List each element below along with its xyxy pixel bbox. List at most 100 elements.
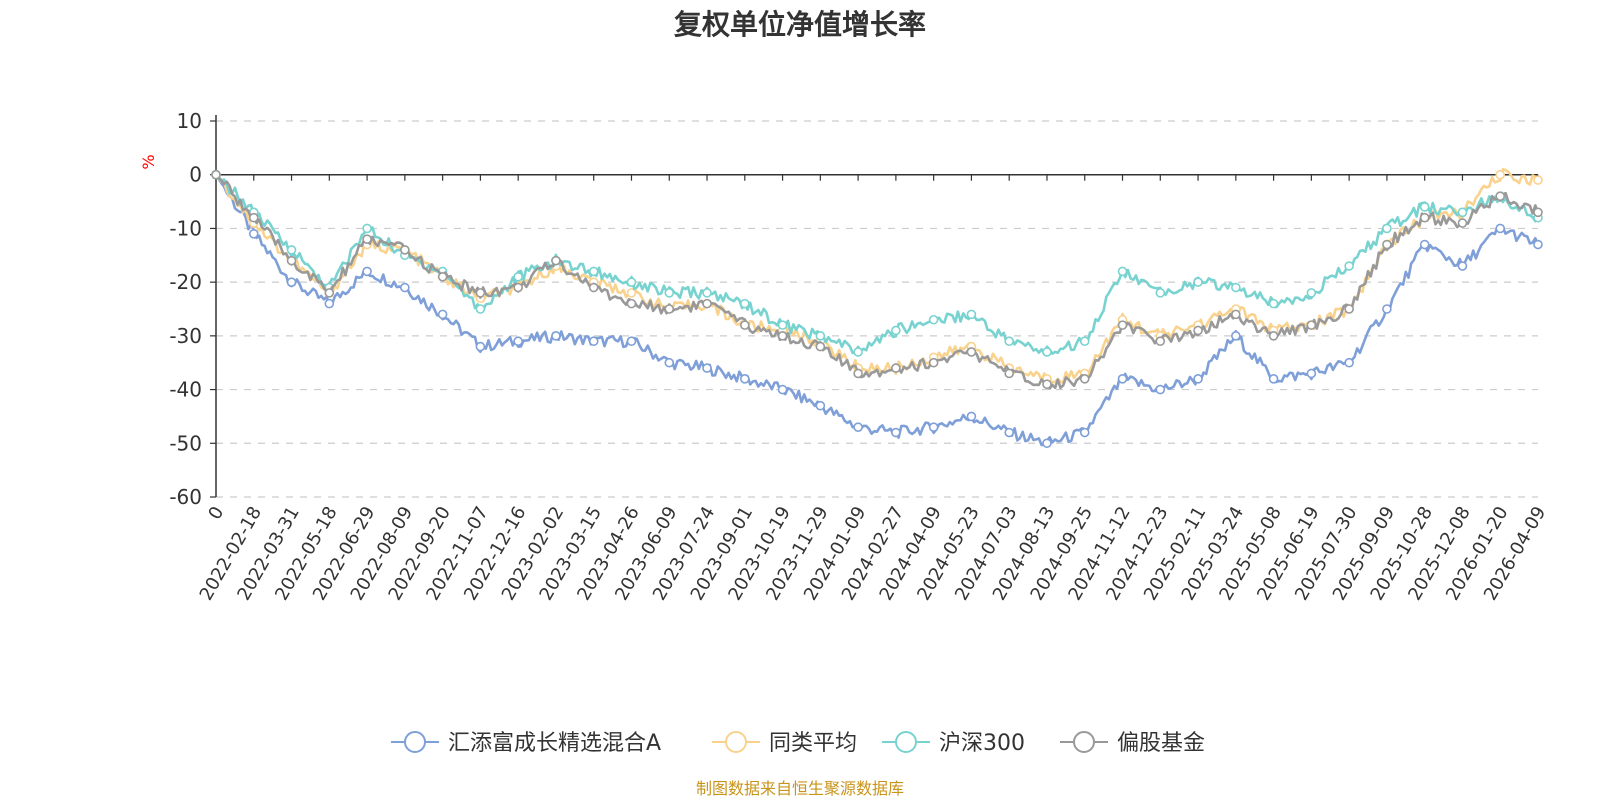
data-point xyxy=(588,336,599,347)
data-point xyxy=(513,336,523,347)
data-point xyxy=(1079,336,1090,347)
data-point xyxy=(1495,223,1506,234)
data-point xyxy=(1117,266,1128,277)
data-point xyxy=(362,266,372,277)
grid-layer xyxy=(216,120,1538,498)
data-point xyxy=(1268,331,1279,341)
series-line xyxy=(215,173,1540,390)
y-tick-label: -20 xyxy=(169,270,202,294)
data-point xyxy=(286,255,297,266)
legend-marker xyxy=(404,731,426,753)
data-point xyxy=(475,341,486,352)
data-point xyxy=(777,320,788,330)
data-point xyxy=(1419,239,1430,250)
series-1 xyxy=(211,168,1543,385)
data-point xyxy=(1193,374,1203,384)
legend-label: 汇添富成长精选混合A xyxy=(448,731,661,756)
legend-item[interactable]: 同类平均 xyxy=(712,731,857,756)
data-point xyxy=(1533,239,1543,250)
data-point xyxy=(400,282,410,293)
series-0 xyxy=(211,169,1543,449)
legend-item[interactable]: 沪深300 xyxy=(882,731,1025,756)
data-point xyxy=(1306,288,1317,298)
data-point xyxy=(777,384,788,395)
data-point xyxy=(664,288,675,298)
data-point xyxy=(966,309,977,320)
data-point xyxy=(702,288,712,298)
data-point xyxy=(928,314,939,325)
data-point xyxy=(513,282,523,293)
data-point xyxy=(1079,427,1090,438)
data-point xyxy=(626,288,637,298)
data-point xyxy=(362,223,372,234)
data-point xyxy=(551,255,561,266)
y-tick-label: -40 xyxy=(169,378,202,402)
series-line xyxy=(214,168,1540,385)
data-point xyxy=(248,212,259,223)
data-point xyxy=(1268,374,1279,384)
data-point xyxy=(853,347,863,357)
legend-item[interactable]: 汇添富成长精选混合A xyxy=(391,731,661,756)
data-point xyxy=(853,368,863,379)
data-point xyxy=(1457,218,1468,228)
legend-marker xyxy=(895,731,917,753)
y-tick-label: 0 xyxy=(189,163,202,187)
data-point xyxy=(248,229,259,239)
data-point xyxy=(702,298,712,309)
data-point xyxy=(815,331,826,341)
data-point xyxy=(1231,282,1241,293)
data-point xyxy=(891,427,901,438)
data-point xyxy=(1306,368,1317,379)
data-point xyxy=(966,347,977,357)
legend-item[interactable]: 偏股基金 xyxy=(1060,731,1205,756)
data-point xyxy=(324,288,335,298)
data-point xyxy=(1042,379,1052,390)
legend: 汇添富成长精选混合A 同类平均 沪深300 偏股基金 xyxy=(391,731,1205,756)
data-point xyxy=(1419,202,1430,212)
data-point xyxy=(437,271,448,282)
data-point xyxy=(1231,331,1241,341)
data-point xyxy=(588,282,599,293)
data-point xyxy=(286,277,297,287)
data-point xyxy=(626,277,637,287)
data-point xyxy=(551,331,561,341)
data-point xyxy=(1344,261,1354,271)
y-tick-label: -10 xyxy=(169,216,202,240)
data-point xyxy=(1193,277,1203,287)
data-point xyxy=(1004,368,1015,379)
data-point xyxy=(437,309,448,320)
data-point xyxy=(1457,207,1468,218)
data-point xyxy=(1155,288,1166,298)
data-point xyxy=(1495,169,1506,180)
y-tick-label: 10 xyxy=(177,109,202,133)
data-point xyxy=(1004,336,1015,347)
data-point xyxy=(702,363,712,373)
data-point xyxy=(928,357,939,368)
data-point xyxy=(1155,336,1166,347)
legend-label: 偏股基金 xyxy=(1117,731,1205,756)
data-point xyxy=(1382,304,1392,314)
data-point xyxy=(362,234,372,244)
y-tick-label: -60 xyxy=(169,485,202,509)
data-point xyxy=(1495,191,1506,201)
data-point xyxy=(1344,304,1354,314)
series-3 xyxy=(211,169,1543,390)
data-point xyxy=(626,298,637,309)
data-point xyxy=(777,331,788,341)
data-point xyxy=(1193,325,1203,336)
data-point xyxy=(1117,374,1128,384)
data-point xyxy=(928,422,939,432)
data-point xyxy=(513,271,523,282)
data-point xyxy=(588,266,599,277)
data-point xyxy=(626,336,637,347)
data-point xyxy=(739,320,750,330)
legend-marker xyxy=(725,731,747,753)
data-point xyxy=(664,304,675,314)
source-caption: 制图数据来自恒生聚源数据库 xyxy=(696,779,904,798)
data-point xyxy=(1117,320,1128,330)
series-layer xyxy=(211,168,1543,449)
axis-layer: 100-10-20-30-40-50-6002022-02-182022-03-… xyxy=(169,109,1550,604)
data-point xyxy=(1419,212,1430,223)
data-point xyxy=(664,357,675,368)
